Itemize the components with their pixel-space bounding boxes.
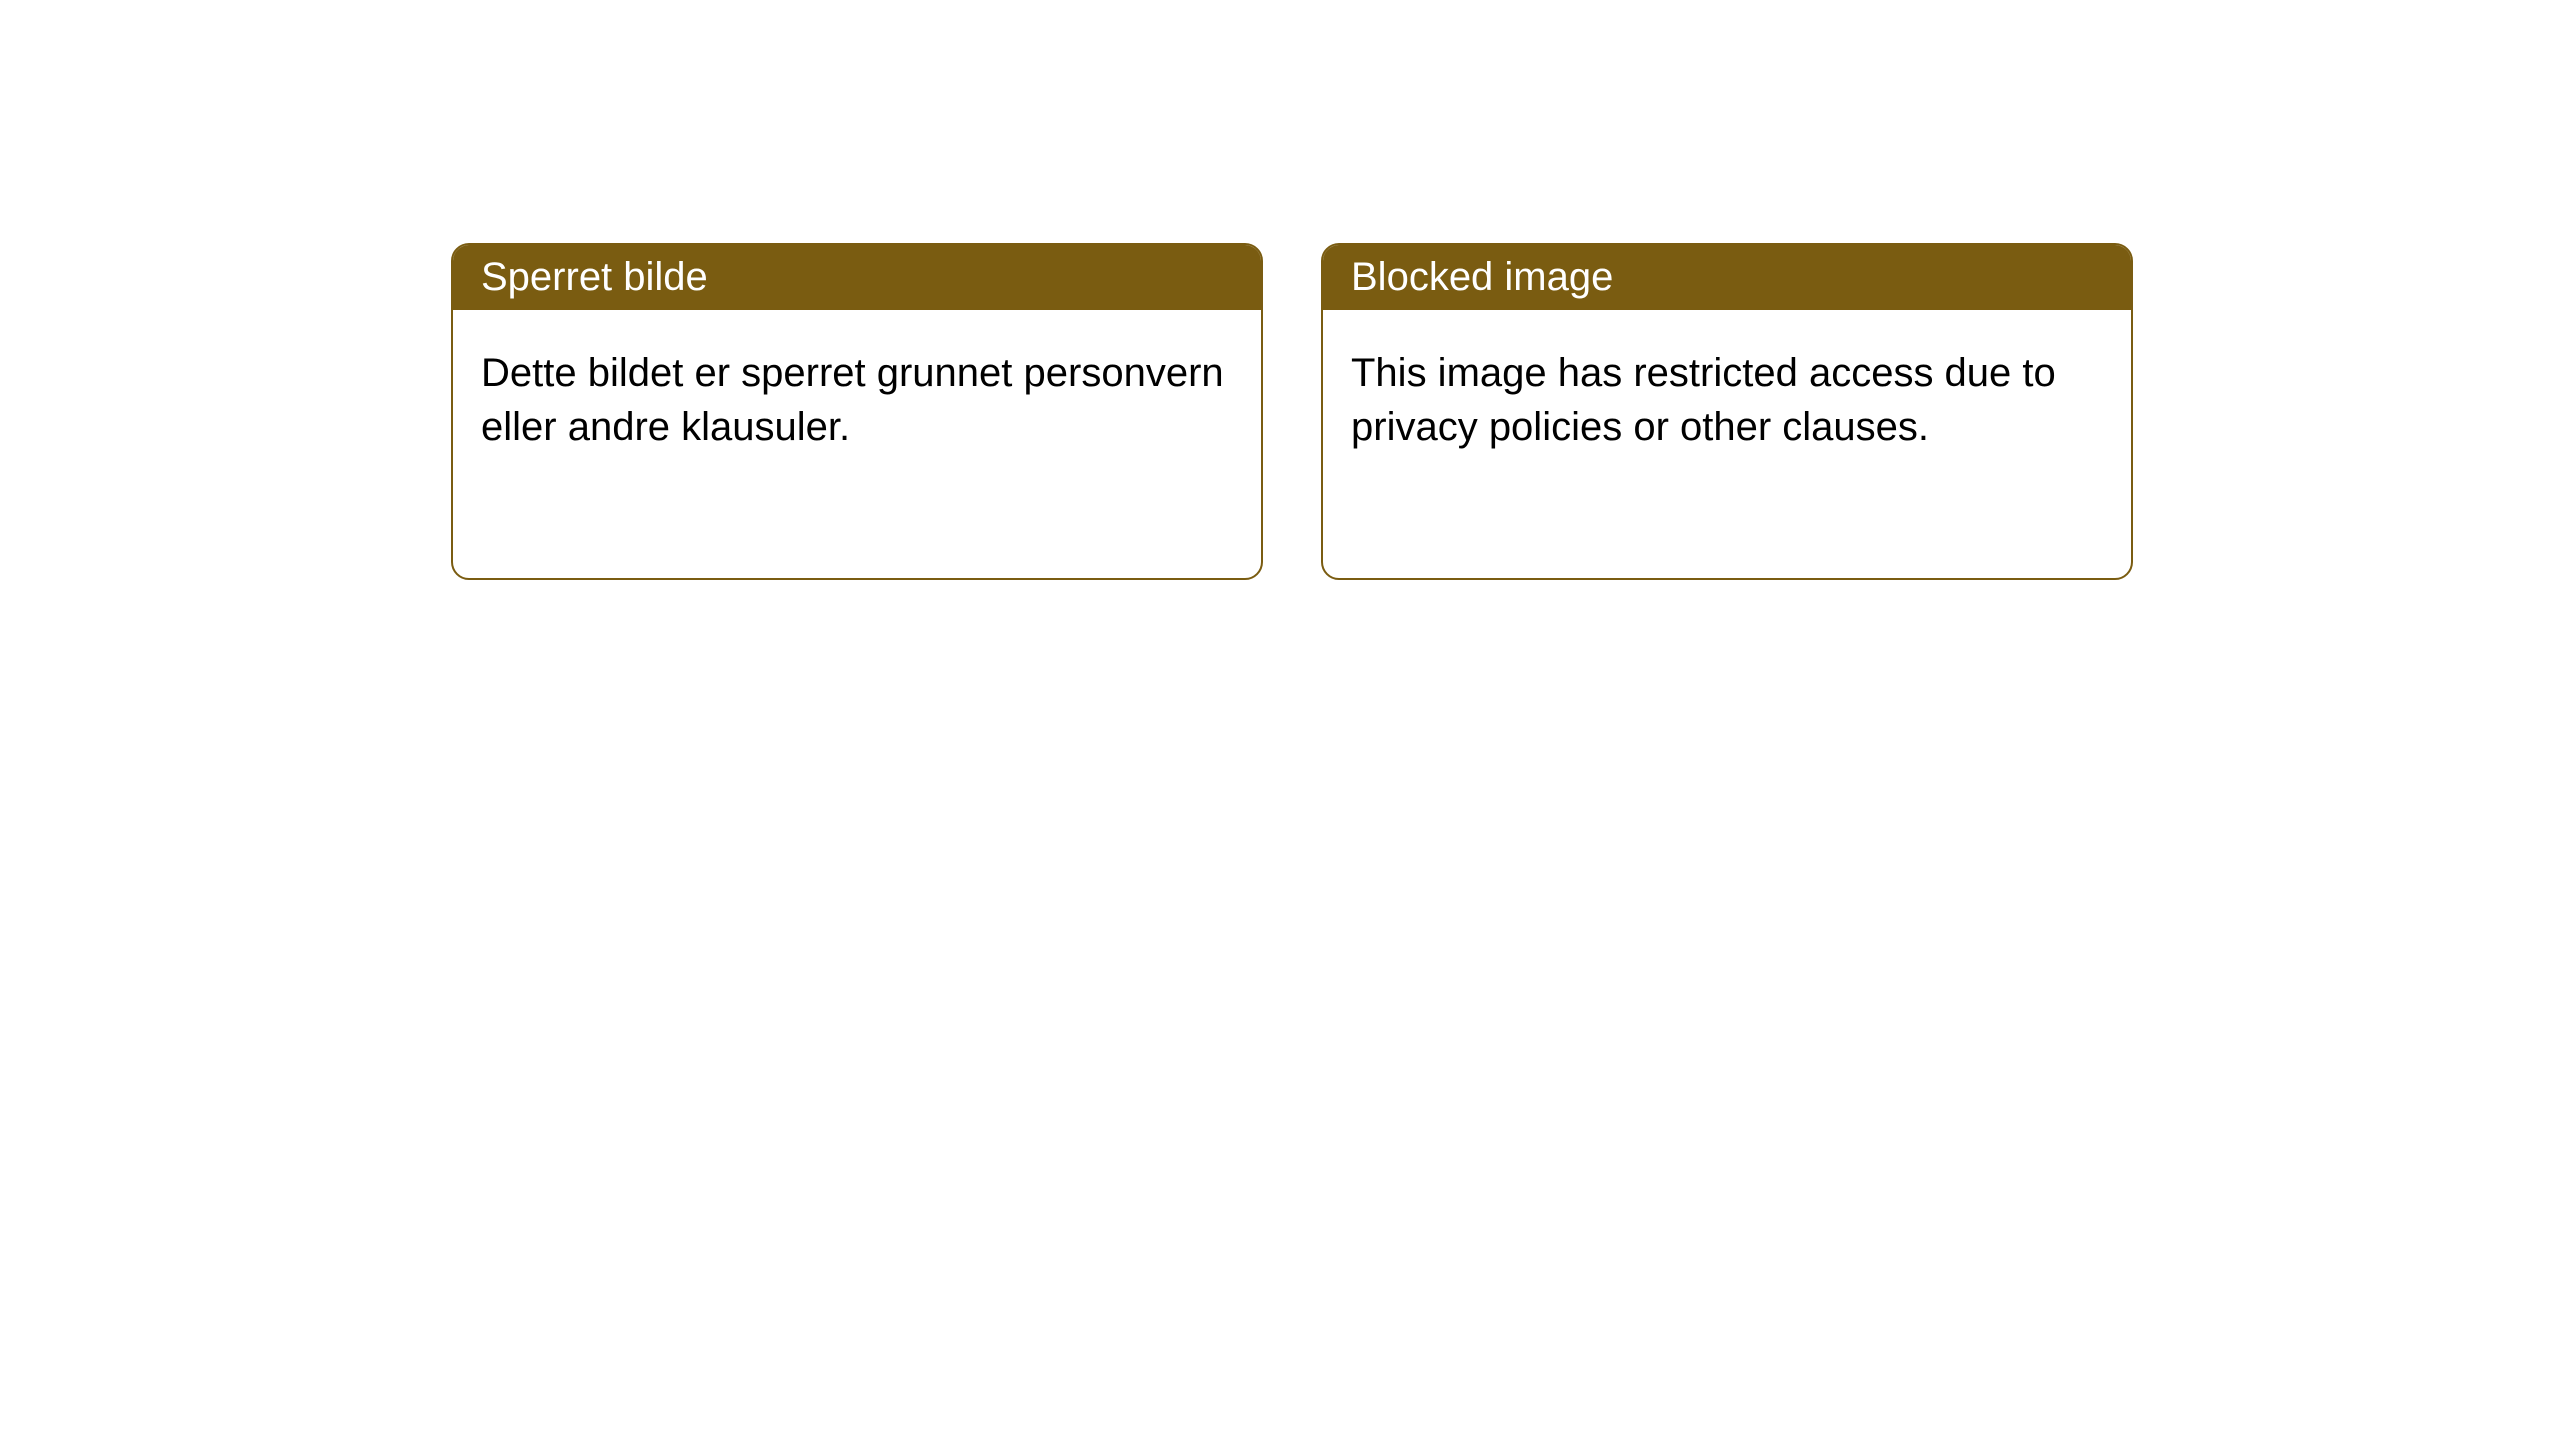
notice-header: Sperret bilde [453,245,1261,310]
notice-body: Dette bildet er sperret grunnet personve… [453,310,1261,490]
notice-card-english: Blocked image This image has restricted … [1321,243,2133,580]
notice-body: This image has restricted access due to … [1323,310,2131,490]
notice-header: Blocked image [1323,245,2131,310]
notice-card-norwegian: Sperret bilde Dette bildet er sperret gr… [451,243,1263,580]
notice-container: Sperret bilde Dette bildet er sperret gr… [0,0,2560,580]
